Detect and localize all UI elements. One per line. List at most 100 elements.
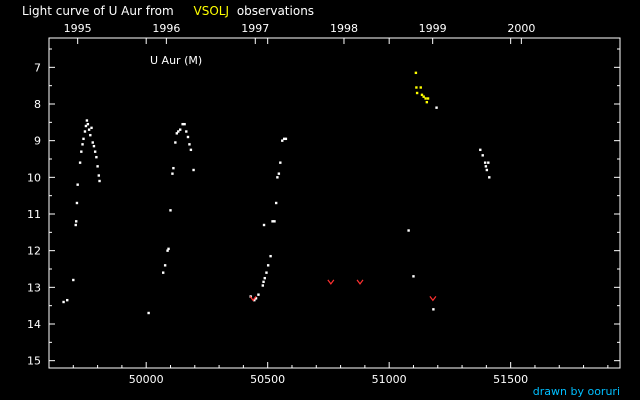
- data-point: [284, 137, 288, 141]
- data-point: [183, 122, 186, 126]
- data-point: [481, 154, 484, 157]
- data-point: [87, 128, 91, 131]
- data-point: [82, 137, 85, 141]
- y-tick-label: 10: [27, 171, 41, 184]
- data-point: [412, 275, 415, 278]
- data-point: [281, 139, 284, 142]
- x-tick-label: 50500: [250, 373, 285, 386]
- axis-ticks: 50000 50500 51000 51500 1995 1996 1997 1998 1999…: [27, 22, 620, 386]
- data-point: [75, 201, 79, 205]
- data-point: [432, 308, 435, 311]
- data-point: [84, 124, 88, 128]
- data-point: [81, 143, 84, 146]
- fainter-than-mark: [327, 279, 335, 285]
- data-point: [283, 137, 286, 141]
- data-point: [177, 130, 180, 133]
- data-point: [257, 293, 260, 296]
- data-point: [186, 135, 190, 139]
- data-points: [62, 71, 491, 315]
- data-point: [175, 132, 179, 135]
- data-point: [426, 97, 430, 100]
- data-point: [163, 264, 167, 267]
- data-point: [265, 271, 268, 274]
- data-point: [273, 220, 276, 223]
- star-label: U Aur (M): [150, 54, 202, 67]
- data-point: [72, 278, 75, 282]
- y-tick-label: 9: [34, 135, 41, 148]
- y-tick-label: 15: [27, 355, 41, 368]
- data-point: [188, 143, 191, 146]
- y-tick-label: 13: [27, 281, 41, 294]
- x-tick-label: 51500: [493, 373, 528, 386]
- data-point: [171, 172, 174, 175]
- data-point: [422, 95, 425, 98]
- data-point: [74, 223, 77, 227]
- data-point: [91, 141, 94, 144]
- data-point: [78, 161, 82, 164]
- title-source: VSOLJ: [193, 4, 230, 18]
- data-point: [147, 311, 150, 315]
- data-point: [277, 172, 281, 175]
- title-suffix: observations: [236, 4, 315, 18]
- data-point: [92, 144, 96, 148]
- data-point: [420, 93, 424, 97]
- year-tick-label: 2000: [507, 22, 535, 35]
- data-point: [425, 100, 429, 104]
- data-point: [262, 223, 266, 227]
- data-point: [488, 176, 491, 179]
- year-tick-label: 1999: [419, 22, 447, 35]
- data-point: [415, 86, 418, 89]
- y-tick-label: 8: [34, 98, 41, 111]
- y-tick-label: 7: [34, 61, 41, 74]
- data-point: [85, 119, 89, 122]
- data-point: [479, 148, 482, 152]
- fainter-than-mark: [249, 295, 257, 302]
- data-point: [189, 148, 193, 152]
- data-point: [263, 276, 266, 280]
- data-point: [253, 298, 256, 302]
- data-point: [407, 229, 410, 232]
- data-point: [96, 165, 99, 168]
- data-point: [276, 176, 279, 179]
- plot-frame: [48, 37, 621, 369]
- data-point: [192, 168, 195, 172]
- data-point: [80, 150, 83, 153]
- x-tick-label: 51000: [372, 373, 407, 386]
- data-point: [162, 271, 165, 274]
- data-point: [95, 155, 98, 159]
- data-point: [414, 71, 418, 75]
- data-point: [83, 130, 87, 133]
- data-point: [167, 247, 170, 251]
- data-point: [261, 284, 265, 287]
- year-tick-label: 1996: [152, 22, 180, 35]
- data-point: [269, 254, 272, 258]
- data-point: [262, 280, 265, 284]
- data-point: [415, 91, 419, 95]
- data-point: [484, 165, 488, 168]
- year-tick-label: 1995: [64, 22, 92, 35]
- data-point: [181, 122, 184, 126]
- data-point: [166, 249, 169, 252]
- data-point: [419, 86, 422, 89]
- data-point: [75, 220, 78, 223]
- title-prefix: Light curve of U Aur from: [22, 4, 174, 18]
- data-point: [90, 126, 93, 130]
- y-tick-label: 11: [27, 208, 41, 221]
- y-tick-label: 14: [27, 318, 41, 331]
- data-point: [62, 300, 65, 304]
- data-point: [172, 166, 175, 170]
- y-tick-label: 12: [27, 245, 41, 258]
- year-tick-label: 1998: [330, 22, 358, 35]
- data-point: [185, 130, 188, 133]
- data-point: [93, 150, 97, 153]
- data-point: [86, 122, 90, 126]
- data-point: [435, 106, 438, 109]
- data-point: [97, 174, 101, 177]
- chart-title: Light curve of U Aur from VSOLJ observat…: [22, 4, 314, 18]
- data-point: [179, 128, 182, 131]
- data-point: [98, 179, 101, 183]
- fainter-than-mark: [429, 295, 437, 302]
- data-point: [169, 209, 172, 212]
- data-point: [89, 133, 92, 137]
